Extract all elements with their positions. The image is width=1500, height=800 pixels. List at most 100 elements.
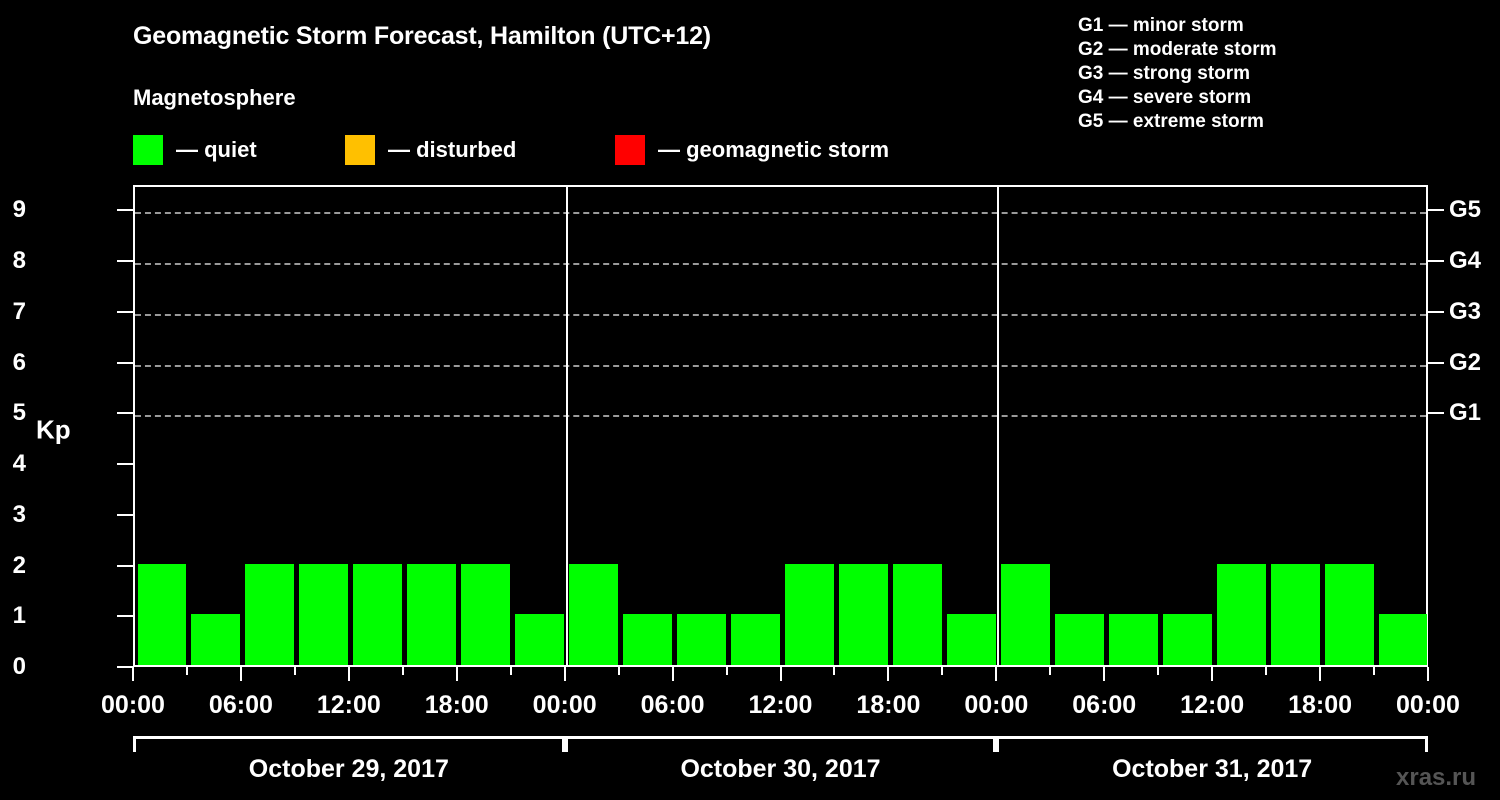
x-tick-mark-3 — [455, 667, 458, 681]
g-tick-label-g3: G3 — [1449, 297, 1482, 325]
legend-label: — quiet — [176, 137, 257, 162]
legend-entry-disturbed: — disturbed — [345, 133, 516, 167]
x-tick-label-4: 00:00 — [532, 691, 597, 719]
g-tick-mark-g1 — [1428, 412, 1444, 415]
gridline-kp-6 — [135, 364, 1426, 367]
x-tick-mark-4 — [563, 667, 566, 681]
y-tick-mark-8 — [117, 260, 133, 263]
y-axis-title: Kp — [36, 414, 71, 445]
g-legend-row-g1: G1 — minor storm — [1078, 15, 1244, 36]
x-tick-label-2: 12:00 — [316, 691, 381, 719]
y-tick-mark-7 — [117, 310, 133, 313]
g-tick-label-g5: G5 — [1449, 196, 1482, 224]
x-tick-mark-minor-17 — [1049, 667, 1052, 675]
bar-kp — [1216, 563, 1266, 665]
y-tick-label-5: 5 — [12, 399, 26, 427]
x-tick-label-7: 18:00 — [856, 691, 921, 719]
plot-inner — [135, 187, 1428, 665]
bar-kp — [515, 614, 565, 665]
g-tick-label-g2: G2 — [1449, 348, 1482, 376]
x-tick-mark-2 — [347, 667, 350, 681]
x-tick-mark-minor-21 — [1265, 667, 1268, 675]
y-tick-mark-9 — [117, 209, 133, 212]
x-tick-label-9: 06:00 — [1072, 691, 1137, 719]
gridline-kp-7 — [135, 313, 1426, 316]
legend-label: — geomagnetic storm — [658, 137, 890, 162]
x-tick-mark-8 — [995, 667, 998, 681]
x-tick-mark-minor-19 — [1157, 667, 1160, 675]
plot-area — [133, 185, 1428, 667]
x-tick-label-11: 18:00 — [1288, 691, 1353, 719]
date-label-3: October 31, 2017 — [1112, 755, 1313, 783]
date-label-1: October 29, 2017 — [248, 755, 449, 783]
y-tick-label-1: 1 — [12, 602, 26, 630]
bar-kp — [1162, 614, 1212, 665]
x-tick-label-0: 00:00 — [101, 691, 165, 719]
x-tick-mark-minor-11 — [725, 667, 728, 675]
x-tick-mark-12 — [1427, 667, 1429, 681]
bar-kp — [731, 614, 780, 665]
x-tick-label-6: 12:00 — [748, 691, 813, 719]
date-label-2: October 30, 2017 — [680, 755, 881, 783]
x-tick-mark-7 — [887, 667, 890, 681]
x-tick-label-1: 06:00 — [208, 691, 273, 719]
x-tick-mark-minor-9 — [617, 667, 620, 675]
g-tick-mark-g4 — [1428, 260, 1444, 263]
bar-kp — [1000, 563, 1050, 665]
gridline-kp-9 — [135, 212, 1426, 215]
x-tick-mark-11 — [1319, 667, 1322, 681]
series-title: Magnetosphere — [133, 85, 296, 110]
x-tick-label-3: 18:00 — [424, 691, 489, 719]
y-tick-mark-0 — [117, 666, 133, 668]
orange-swatch — [345, 135, 375, 165]
x-tick-label-8: 00:00 — [964, 691, 1029, 719]
g-legend-row-g5: G5 — extreme storm — [1078, 111, 1264, 132]
y-tick-label-0: 0 — [12, 653, 26, 680]
y-tick-label-3: 3 — [12, 500, 26, 528]
x-tick-label-5: 06:00 — [640, 691, 705, 719]
day-divider — [565, 187, 568, 665]
x-tick-mark-minor-1 — [185, 667, 188, 675]
legend-label: — disturbed — [388, 137, 517, 162]
x-tick-mark-1 — [239, 667, 242, 681]
g-scale-legend: G1 — minor storm G2 — moderate storm G3 — … — [1078, 14, 1277, 134]
day-divider — [997, 187, 1000, 665]
bar-kp — [946, 614, 996, 665]
g-tick-mark-g5 — [1428, 209, 1444, 212]
bar-kp — [245, 563, 295, 665]
y-tick-label-8: 8 — [12, 247, 26, 275]
y-tick-mark-3 — [117, 513, 133, 516]
watermark: xras.ru — [1396, 764, 1477, 791]
bar-kp — [677, 614, 727, 665]
y-tick-mark-5 — [117, 412, 133, 415]
x-tick-mark-5 — [671, 667, 674, 681]
bar-kp — [191, 614, 241, 665]
bar-kp — [1108, 614, 1158, 665]
date-bracket-1 — [133, 736, 565, 752]
page-title: Geomagnetic Storm Forecast, Hamilton (UT… — [133, 22, 711, 50]
bar-kp — [461, 563, 511, 665]
bar-kp — [137, 563, 187, 665]
bar-kp — [1270, 563, 1320, 665]
y-tick-mark-6 — [117, 361, 133, 364]
x-tick-mark-9 — [1103, 667, 1106, 681]
x-tick-mark-10 — [1211, 667, 1214, 681]
green-swatch — [133, 135, 163, 165]
x-tick-label-10: 12:00 — [1180, 691, 1245, 719]
y-tick-label-7: 7 — [12, 297, 26, 325]
y-tick-label-9: 9 — [12, 196, 26, 224]
y-tick-label-2: 2 — [12, 551, 26, 579]
g-legend-row-g4: G4 — severe storm — [1078, 87, 1252, 108]
x-tick-mark-minor-5 — [401, 667, 404, 675]
legend-entry-quiet: — quiet — [133, 133, 257, 167]
bar-kp — [299, 563, 349, 665]
bar-kp — [892, 563, 942, 665]
legend-entry-geomagnetic-storm: — geomagnetic storm — [615, 133, 889, 167]
x-tick-mark-minor-13 — [833, 667, 836, 675]
y-tick-mark-4 — [117, 463, 133, 466]
bar-kp — [569, 563, 619, 665]
bar-kp — [785, 563, 834, 665]
gridline-kp-8 — [135, 263, 1426, 266]
bar-kp — [407, 563, 457, 665]
